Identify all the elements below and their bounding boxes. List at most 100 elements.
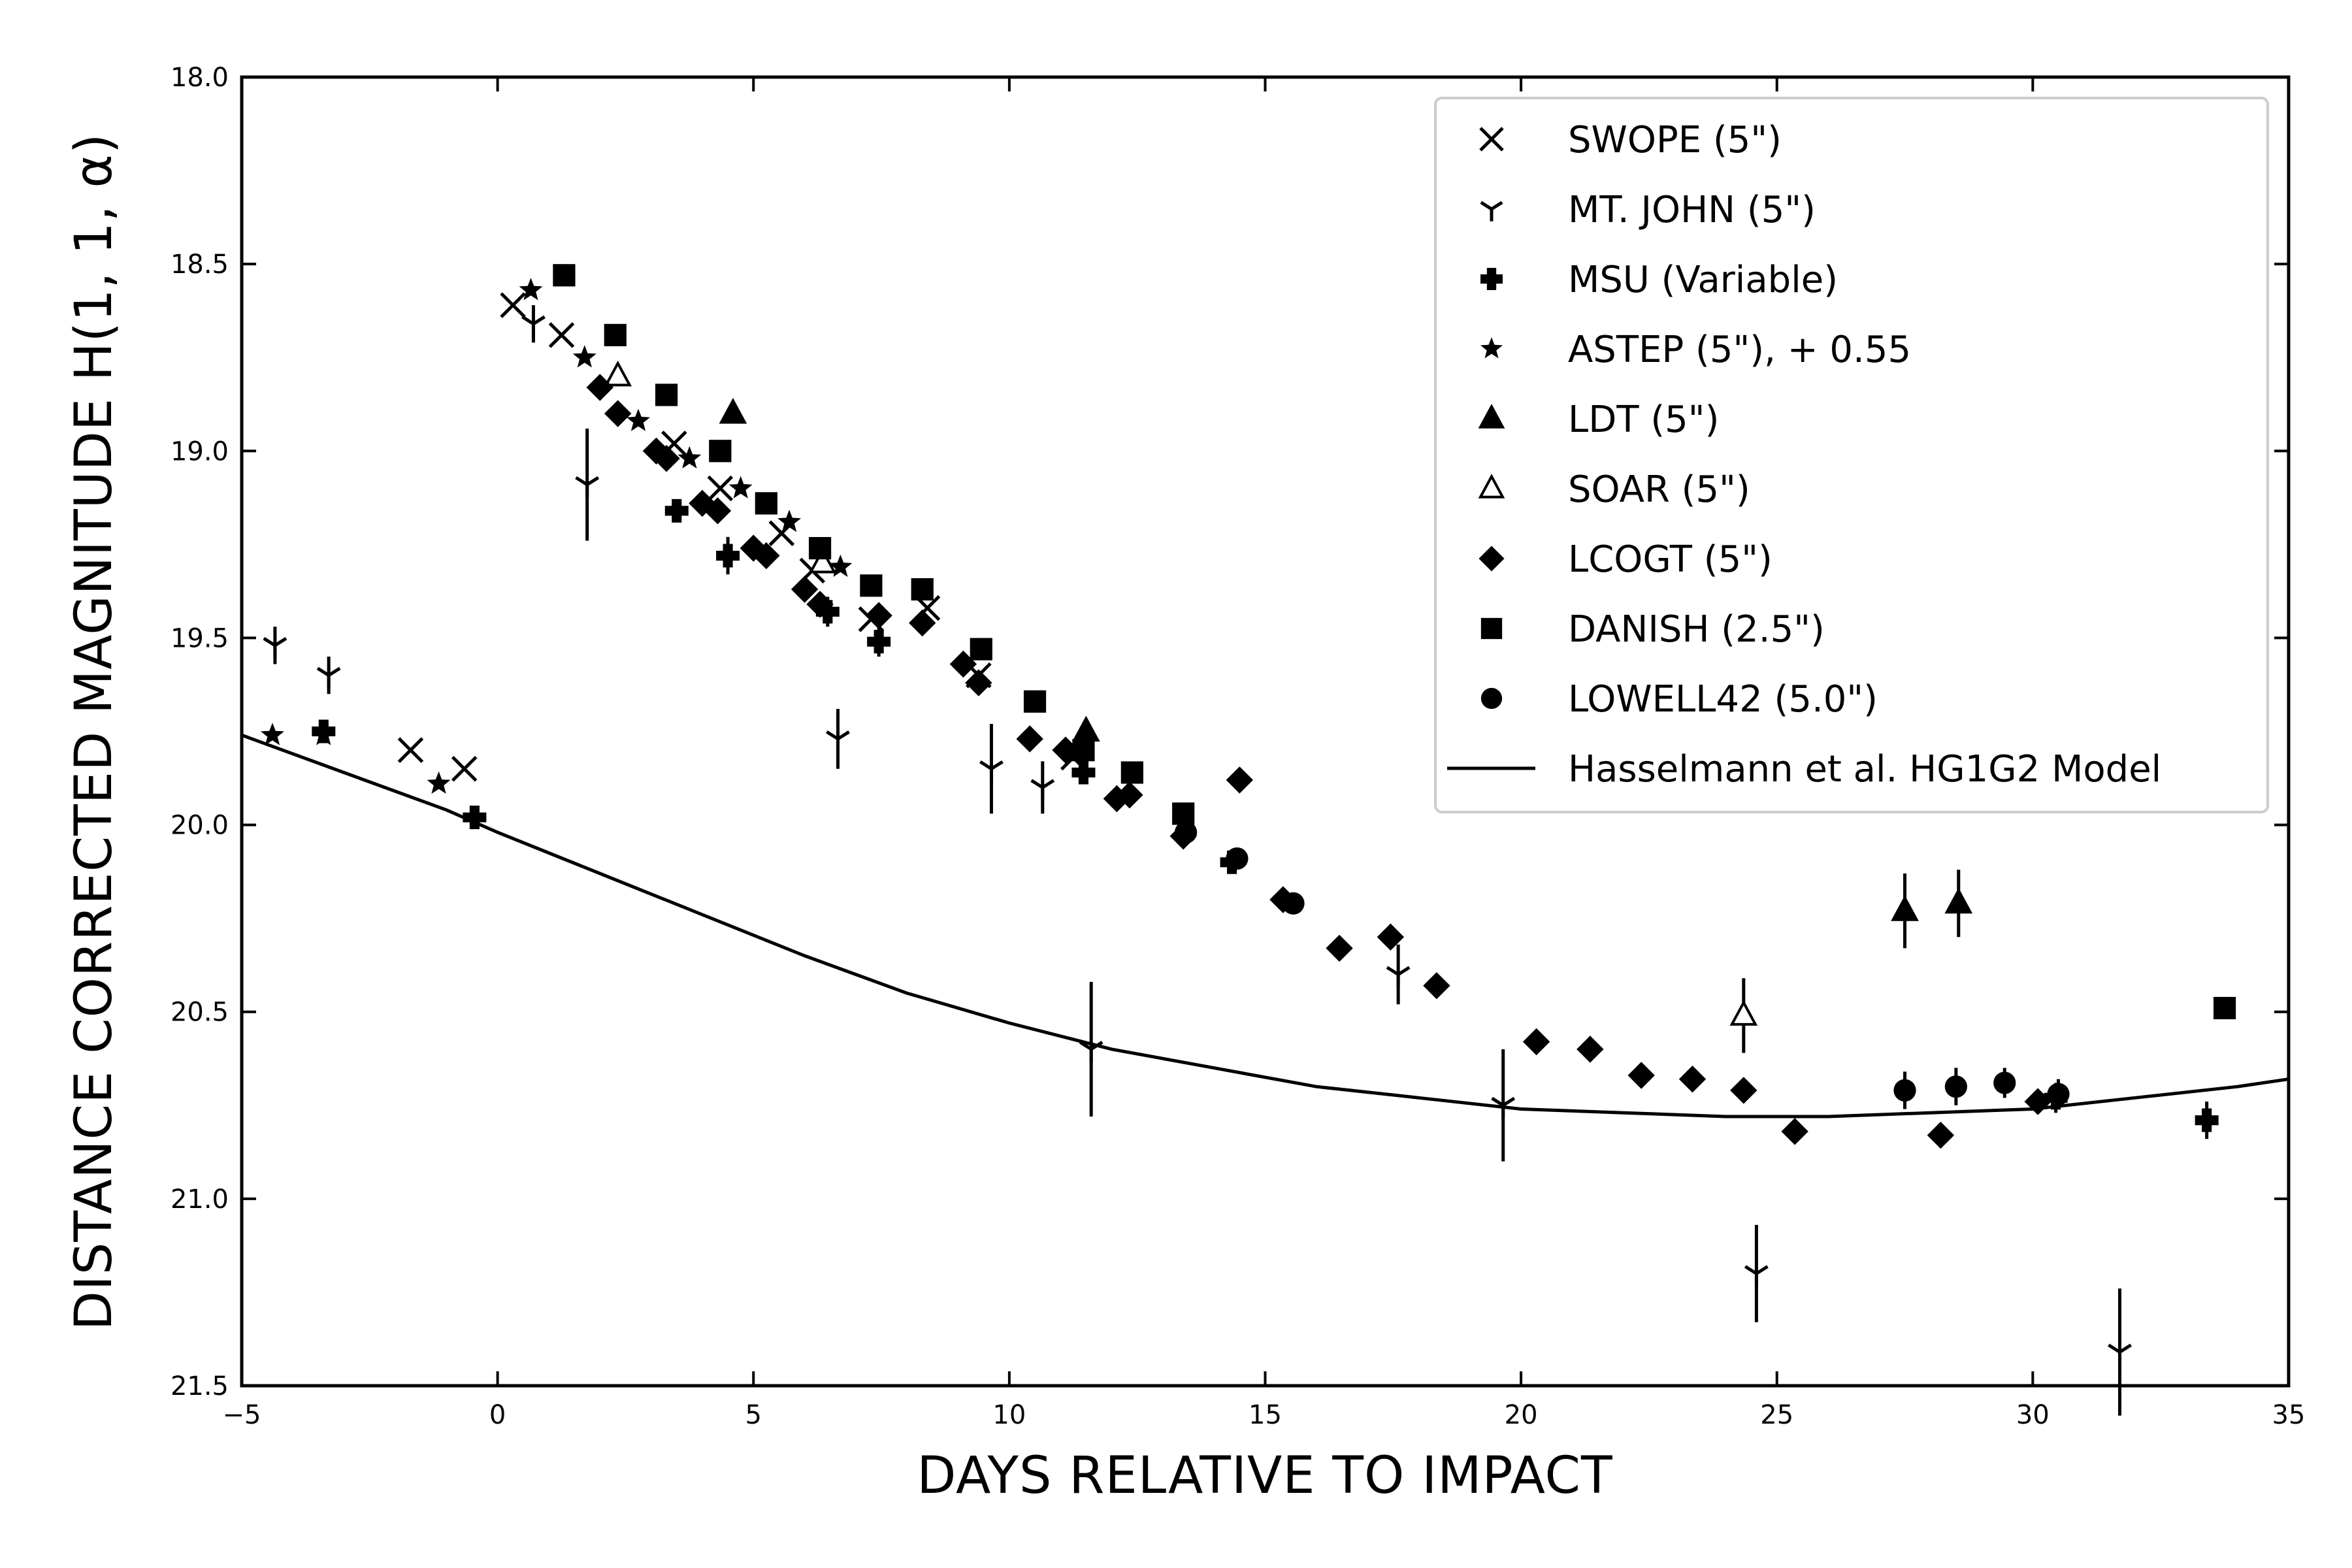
marker-shape — [263, 636, 287, 659]
x-tick-label: 15 — [1249, 1400, 1282, 1430]
data-point-swope — [548, 322, 575, 348]
data-point-lcogt — [1927, 1121, 1955, 1149]
marker-shape — [689, 489, 716, 517]
y-tick-label: 18.0 — [171, 63, 229, 93]
data-point-msu — [2195, 1108, 2219, 1132]
legend-marker-mt-john — [1480, 201, 1503, 221]
marker-shape — [1627, 1062, 1655, 1089]
data-point-swope — [397, 737, 424, 763]
marker-shape — [1423, 972, 1450, 1000]
data-point-mt-john — [263, 636, 287, 659]
y-tick-label: 21.0 — [171, 1184, 229, 1215]
marker-shape — [500, 292, 526, 318]
data-point-danish — [808, 536, 832, 560]
data-point-lcogt — [2024, 1088, 2051, 1115]
marker-shape — [1071, 760, 1096, 785]
marker-shape — [1944, 1075, 1967, 1098]
data-point-lcogt — [704, 497, 732, 525]
marker-shape — [1016, 725, 1043, 753]
legend-label-msu: MSU (Variable) — [1568, 259, 1838, 301]
data-point-lcogt — [791, 576, 819, 603]
marker-shape — [777, 510, 802, 532]
data-point-astep — [777, 510, 802, 532]
legend-marker-swope — [1479, 127, 1504, 152]
marker-shape — [642, 437, 670, 465]
data-point-lcogt — [1730, 1077, 1757, 1104]
y-tick-label: 19.0 — [171, 436, 229, 466]
marker-shape — [1893, 1079, 1916, 1102]
marker-shape — [860, 574, 883, 597]
data-point-danish — [553, 264, 576, 287]
legend-label-mt-john: MT. JOHN (5") — [1568, 189, 1816, 231]
data-point-astep — [678, 446, 702, 468]
data-point-lcogt — [1678, 1066, 1707, 1093]
legend-label-lcogt: LCOGT (5") — [1568, 538, 1772, 581]
series-mt-john — [263, 305, 2132, 1416]
data-point-astep — [312, 723, 336, 745]
marker-shape — [867, 630, 891, 654]
data-point-danish — [1172, 802, 1195, 825]
marker-shape — [575, 476, 600, 498]
marker-shape — [451, 755, 478, 782]
legend-label-swope: SWOPE (5") — [1568, 119, 1782, 161]
marker-shape — [1079, 1041, 1103, 1062]
marker-shape — [949, 650, 977, 678]
marker-shape — [604, 360, 632, 387]
marker-shape — [707, 475, 734, 502]
data-point-mt-john — [1079, 1041, 1103, 1062]
legend-label-ldt: LDT (5") — [1568, 399, 1719, 441]
data-point-soar — [1729, 1000, 1758, 1026]
y-tick-label: 20.5 — [171, 998, 229, 1028]
data-point-lcogt — [1522, 1028, 1550, 1056]
legend-label-astep: ASTEP (5"), + 0.55 — [1568, 329, 1911, 371]
data-point-soar — [604, 360, 632, 387]
marker-shape — [519, 278, 543, 301]
marker-shape — [463, 806, 487, 830]
data-point-mt-john — [979, 760, 1004, 782]
data-point-danish — [604, 323, 627, 346]
data-point-lcogt — [1016, 725, 1043, 753]
data-point-danish — [1072, 739, 1095, 762]
data-point-ldt — [1944, 887, 1973, 914]
series-lcogt — [586, 374, 2051, 1149]
marker-shape — [1576, 1036, 1604, 1063]
legend-label-lowell42: LOWELL42 (5.0") — [1568, 678, 1878, 721]
data-point-lcogt — [1116, 781, 1143, 809]
marker-shape — [2213, 996, 2236, 1020]
marker-shape — [1480, 617, 1503, 640]
data-point-lcogt — [653, 445, 680, 472]
model-line — [241, 733, 2289, 1119]
data-points — [261, 264, 2236, 1416]
marker-shape — [909, 609, 936, 637]
x-tick-label: 25 — [1760, 1400, 1793, 1430]
data-point-danish — [755, 492, 777, 515]
data-point-lcogt — [1423, 972, 1450, 1000]
marker-shape — [1172, 802, 1195, 825]
series-astep — [261, 278, 853, 794]
x-tick-label: 10 — [992, 1400, 1026, 1430]
marker-shape — [1944, 887, 1973, 914]
data-point-astep — [572, 345, 596, 368]
data-point-danish — [655, 384, 678, 406]
marker-shape — [791, 576, 819, 603]
data-point-msu — [463, 806, 487, 830]
marker-shape — [604, 400, 632, 427]
marker-shape — [806, 591, 834, 618]
marker-shape — [1993, 1071, 2016, 1094]
data-point-danish — [709, 440, 732, 463]
data-point-lowell42 — [1993, 1071, 2016, 1094]
data-point-lcogt — [1377, 923, 1405, 951]
marker-shape — [586, 374, 613, 401]
data-point-astep — [427, 771, 451, 794]
data-point-soar — [808, 547, 837, 574]
legend-label-danish: DANISH (2.5") — [1568, 608, 1825, 651]
marker-shape — [1478, 474, 1505, 498]
data-point-mt-john — [826, 730, 850, 752]
x-tick-label: 20 — [1505, 1400, 1538, 1430]
data-point-mt-john — [316, 666, 341, 689]
legend-marker-msu — [1480, 268, 1503, 290]
marker-shape — [548, 322, 575, 348]
marker-shape — [2047, 1083, 2070, 1105]
legend-marker-danish — [1480, 617, 1503, 640]
